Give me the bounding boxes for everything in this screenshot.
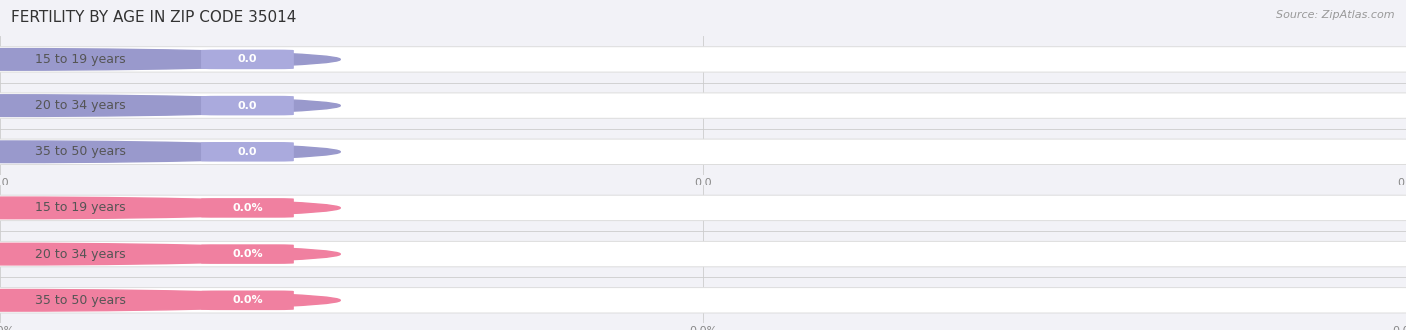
Text: FERTILITY BY AGE IN ZIP CODE 35014: FERTILITY BY AGE IN ZIP CODE 35014 — [11, 10, 297, 25]
FancyBboxPatch shape — [201, 290, 294, 310]
Circle shape — [0, 141, 340, 163]
Text: 35 to 50 years: 35 to 50 years — [35, 294, 127, 307]
Text: 0.0: 0.0 — [238, 101, 257, 111]
FancyBboxPatch shape — [201, 96, 294, 115]
FancyBboxPatch shape — [0, 139, 1406, 165]
FancyBboxPatch shape — [0, 242, 1406, 267]
Text: 0.0: 0.0 — [238, 147, 257, 157]
FancyBboxPatch shape — [0, 287, 1406, 313]
Text: 0.0%: 0.0% — [232, 203, 263, 213]
Text: 20 to 34 years: 20 to 34 years — [35, 248, 125, 261]
Circle shape — [0, 289, 340, 311]
Text: 0.0%: 0.0% — [232, 295, 263, 305]
FancyBboxPatch shape — [0, 195, 1406, 221]
Text: 15 to 19 years: 15 to 19 years — [35, 201, 125, 214]
Text: 35 to 50 years: 35 to 50 years — [35, 145, 127, 158]
FancyBboxPatch shape — [201, 244, 294, 264]
FancyBboxPatch shape — [0, 93, 1406, 118]
Circle shape — [0, 197, 340, 219]
Circle shape — [0, 49, 340, 70]
FancyBboxPatch shape — [0, 47, 1406, 72]
FancyBboxPatch shape — [201, 50, 294, 69]
Text: 15 to 19 years: 15 to 19 years — [35, 53, 125, 66]
Circle shape — [0, 95, 340, 116]
Text: 0.0: 0.0 — [238, 54, 257, 64]
Text: Source: ZipAtlas.com: Source: ZipAtlas.com — [1277, 10, 1395, 20]
Circle shape — [0, 243, 340, 265]
Text: 0.0%: 0.0% — [232, 249, 263, 259]
Text: 20 to 34 years: 20 to 34 years — [35, 99, 125, 112]
FancyBboxPatch shape — [201, 198, 294, 218]
FancyBboxPatch shape — [201, 142, 294, 162]
